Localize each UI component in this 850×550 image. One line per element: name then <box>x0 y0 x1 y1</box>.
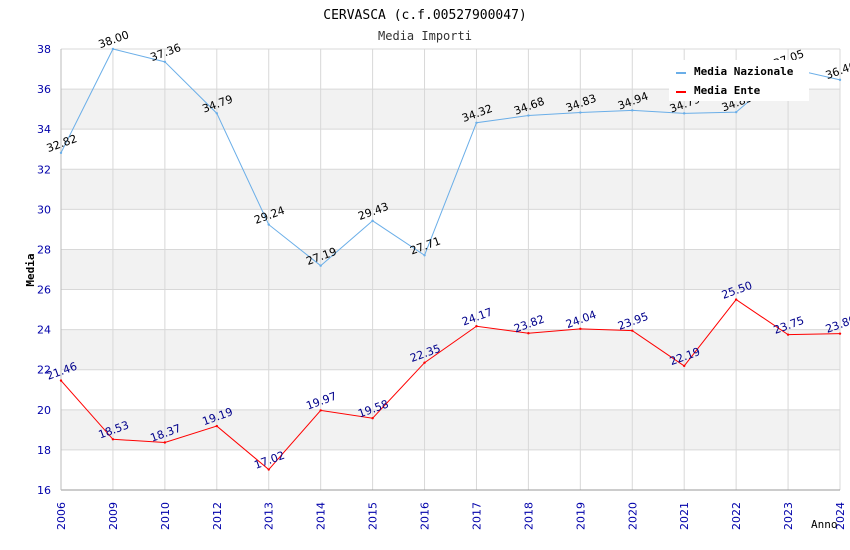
data-point <box>838 332 842 335</box>
data-point <box>371 219 374 222</box>
data-point <box>111 438 115 441</box>
data-point <box>683 364 686 368</box>
y-tick-label: 32 <box>37 163 51 176</box>
data-point <box>423 361 426 364</box>
data-point <box>631 329 634 332</box>
data-point <box>527 114 530 117</box>
y-tick-label: 36 <box>37 83 51 96</box>
data-point <box>475 325 478 328</box>
y-tick-label: 16 <box>37 484 51 497</box>
x-tick-label: 2012 <box>211 502 224 530</box>
data-point <box>786 333 790 336</box>
x-tick-label: 2006 <box>55 502 68 530</box>
data-point <box>59 379 63 382</box>
data-label: 38.00 <box>97 28 131 51</box>
y-tick-label: 18 <box>37 444 51 457</box>
x-tick-label: 2018 <box>522 502 535 530</box>
series-line-media-ente <box>60 298 841 471</box>
legend-box <box>669 60 809 101</box>
data-label: 23.80 <box>824 313 850 336</box>
background-band <box>61 249 840 290</box>
y-tick-labels: 16 18 20 22 24 26 28 30 32 34 36 38 <box>37 43 51 497</box>
data-point <box>215 424 218 428</box>
data-point <box>371 417 374 420</box>
data-point <box>267 223 270 226</box>
x-tick-label: 2020 <box>626 502 639 530</box>
x-axis-label: Anno <box>811 518 838 531</box>
data-point <box>734 298 738 301</box>
x-tick-labels: 2006 2009 2010 2012 2013 2014 2015 2016 2017 2018… <box>55 502 847 530</box>
x-tick-label: 2010 <box>159 502 172 530</box>
y-tick-label: 28 <box>37 243 51 256</box>
data-label: 37.36 <box>149 41 183 64</box>
data-point <box>163 60 167 64</box>
x-tick-label: 2015 <box>367 502 380 530</box>
data-point <box>319 264 322 267</box>
data-label: 19.97 <box>304 390 338 413</box>
data-point <box>163 441 167 444</box>
chart-title: CERVASCA (c.f.00527900047) <box>323 8 527 23</box>
x-tick-label: 2021 <box>678 502 691 530</box>
background-bands <box>61 89 840 450</box>
y-tick-label: 34 <box>37 123 51 136</box>
data-point <box>475 121 478 124</box>
x-tick-label: 2014 <box>315 502 328 530</box>
y-tick-label: 38 <box>37 43 51 56</box>
data-point <box>631 109 634 112</box>
background-band <box>61 329 840 370</box>
series-line-media-nazionale <box>60 48 841 267</box>
chart-subtitle: Media Importi <box>378 29 472 43</box>
data-point <box>111 47 115 51</box>
x-tick-label: 2009 <box>107 502 120 530</box>
data-label: 36.46 <box>824 59 850 82</box>
x-tick-label: 2024 <box>834 502 847 530</box>
background-band <box>61 409 840 450</box>
y-tick-label: 22 <box>37 364 51 377</box>
data-label: 24.17 <box>460 305 494 328</box>
data-point <box>319 409 322 412</box>
x-tick-label: 2017 <box>470 502 483 530</box>
x-tick-label: 2016 <box>419 502 432 530</box>
data-point <box>683 112 686 115</box>
x-tick-label: 2019 <box>574 502 587 530</box>
y-tick-label: 24 <box>37 324 51 337</box>
y-tick-label: 30 <box>37 203 51 216</box>
data-point <box>838 78 842 82</box>
legend-label-media-nazionale: Media Nazionale <box>694 65 794 78</box>
y-axis-label: Media <box>24 253 37 286</box>
x-tick-label: 2013 <box>263 502 276 530</box>
legend: Media Nazionale Media Ente <box>669 60 809 101</box>
axes <box>60 49 840 491</box>
data-point <box>579 111 582 114</box>
data-point <box>267 468 270 471</box>
series-lines <box>59 47 842 471</box>
data-label: 24.04 <box>564 308 598 331</box>
data-point <box>527 332 530 335</box>
data-point <box>579 327 582 331</box>
x-tick-label: 2022 <box>730 502 743 530</box>
data-point <box>215 112 218 115</box>
data-point <box>734 110 738 114</box>
data-point <box>423 254 426 257</box>
gridlines <box>60 48 841 491</box>
y-tick-label: 26 <box>37 284 51 297</box>
x-tick-label: 2023 <box>782 502 795 530</box>
data-point <box>59 151 63 155</box>
y-tick-label: 20 <box>37 404 51 417</box>
legend-label-media-ente: Media Ente <box>694 84 761 97</box>
